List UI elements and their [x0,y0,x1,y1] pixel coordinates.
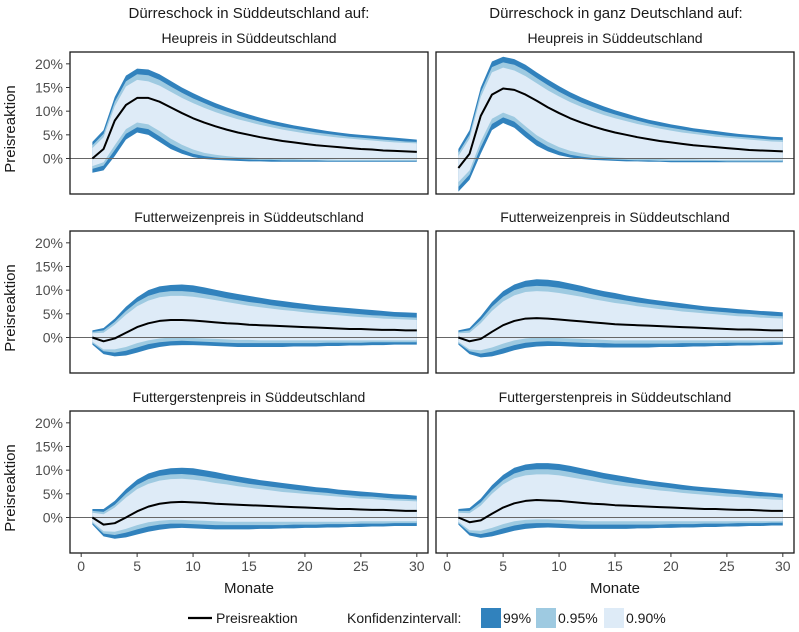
legend: Preisreaktion Konfidenzintervall: 99% 0.… [188,608,666,628]
panel-r1-c1-frame [435,230,795,374]
panel-r0-c1-ci90-band [458,67,783,183]
panel-r2-c0-xtick-label: 15 [241,558,257,574]
panel-r1-c1-response-line [458,317,783,343]
panel-r2-c0-ytick-label: 10% [35,462,63,478]
legend-ci99-label: 99% [503,610,531,626]
panel-r2-c0-xtick-label: 10 [185,558,201,574]
panel-r1-c0-ci90-band [92,295,417,350]
panel-r2-c0-xlabel: Monate [224,580,274,597]
panel-r0-c1-title: Heupreis in Süddeutschland [527,30,702,46]
panel-r2-c1-xtick-label: 25 [719,558,735,574]
panel-r2-c1-xtick-label: 30 [775,558,791,574]
panel-r2-c1: Futtergerstenpreis in Süddeutschland [435,389,795,554]
panel-r2-c1-xtick-label: 10 [551,558,567,574]
panel-r0-c0-ci90-band [92,79,417,167]
column-title-right: Dürreschock in ganz Deutschland auf: [489,5,742,22]
panel-r0-c0-ylabel: Preisreaktion [2,85,19,173]
legend-ci95-swatch [536,608,556,628]
panel-r2-c0-title: Futtergerstenpreis in Süddeutschland [133,389,366,405]
panel-r2-c0-ytick-label: 0% [43,510,63,526]
legend-line-label: Preisreaktion [216,610,298,626]
panel-r2-c1-xtick-label: 0 [443,558,451,574]
legend-ci90-label: 0.90% [626,610,666,626]
legend-ci95-label: 0.95% [558,610,598,626]
panel-r1-c0-ytick-label: 15% [35,259,63,275]
panel-r1-c1-title: Futterweizenpreis in Süddeutschland [500,209,730,225]
panel-r2-c0-ytick-label: 15% [35,439,63,455]
legend-ci-title: Konfidenzintervall: [347,610,461,626]
panel-r0-c1-response-line [457,87,783,169]
panel-r1-c0-ytick-label: 5% [43,306,63,322]
panel-r1-c0-ytick-label: 10% [35,282,63,298]
panel-r1-c0-ytick-label: 0% [43,330,63,346]
panel-r1-c0-response-line [92,318,417,343]
panel-r2-c1-xtick-label: 15 [607,558,623,574]
legend-ci99-swatch [481,608,501,628]
panel-r2-c0-ytick-label: 20% [35,415,63,431]
panel-r0-c0-ytick-label: 20% [35,56,63,72]
panel-r2-c0-ylabel: Preisreaktion [2,444,19,532]
panel-r1-c0-ylabel: Preisreaktion [2,264,19,352]
panel-r2-c0-xtick-label: 5 [133,558,141,574]
panel-r2-c0: Futtergerstenpreis in Süddeutschland [69,389,429,554]
panel-r1-c0-title: Futterweizenpreis in Süddeutschland [134,209,364,225]
panel-r2-c1-response-line [457,498,783,524]
panel-r0-c1-frame [435,51,795,195]
panel-r2-c1-xtick-label: 5 [499,558,507,574]
panel-r1-c1: Futterweizenpreis in Süddeutschland [435,209,795,374]
axes: 0% 5% 10% 15% 20% Preisreaktion 0% 5% 10% 15% 20% P… [2,56,791,597]
legend-ci90-swatch [604,608,624,628]
panel-r0-c0-ytick-label: 5% [43,127,63,143]
panel-r2-c1-title: Futtergerstenpreis in Süddeutschland [499,389,732,405]
panel-r0-c0-ytick-label: 0% [43,151,63,167]
panel-r0-c0-response-line [91,96,417,160]
panel-r2-c1-xtick-label: 20 [663,558,679,574]
panel-r2-c0-xtick-label: 25 [353,558,369,574]
panels: Heupreis in Süddeutschland Heupreis in Sü… [69,30,795,554]
panel-r2-c0-xtick-label: 0 [77,558,85,574]
column-title-left: Dürreschock in Süddeutschland auf: [129,5,370,22]
panel-r2-c0-response-line [91,500,417,526]
panel-r0-c0-ytick-label: 15% [35,80,63,96]
panel-r0-c1: Heupreis in Süddeutschland [435,30,795,195]
panel-r0-c0: Heupreis in Süddeutschland [69,30,429,195]
panel-r2-c1-xlabel: Monate [590,580,640,597]
panel-r2-c0-xtick-label: 20 [297,558,313,574]
panel-r2-c0-ytick-label: 5% [43,486,63,502]
panel-r0-c0-frame [69,51,429,195]
panel-r0-c0-title: Heupreis in Süddeutschland [161,30,336,46]
panel-r1-c1-ci90-band [458,291,783,351]
panel-r1-c0-ytick-label: 20% [35,235,63,251]
panel-r2-c0-xtick-label: 30 [409,558,425,574]
panel-r1-c0: Futterweizenpreis in Süddeutschland [69,209,429,374]
panel-r0-c0-ytick-label: 10% [35,103,63,119]
panel-r1-c0-frame [69,230,429,374]
panel-r2-c1-ci90-band [458,474,783,531]
